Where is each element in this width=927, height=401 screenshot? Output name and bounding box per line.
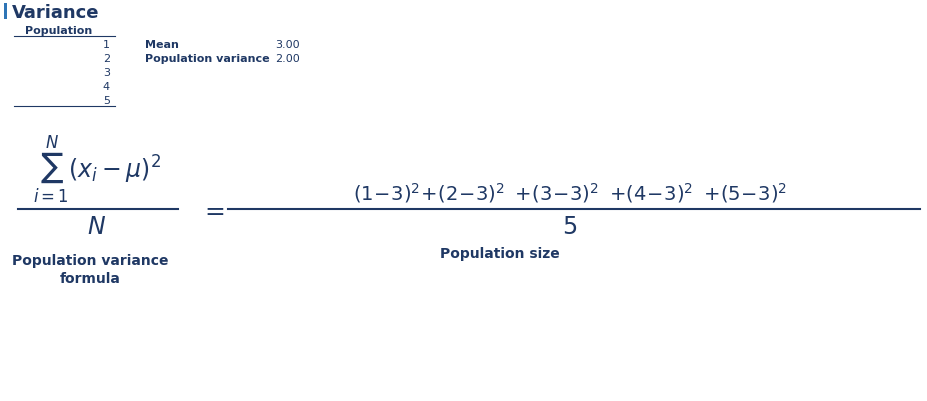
Text: 3: 3 [103, 68, 110, 78]
FancyBboxPatch shape [4, 4, 7, 20]
Text: Population variance: Population variance [145, 54, 270, 64]
Text: Population variance
formula: Population variance formula [12, 253, 168, 286]
Text: Population size: Population size [440, 246, 560, 260]
Text: $(1\!-\!3)^2\!+\!(2\!-\!3)^2\ +\!(3\!-\!3)^2\ +\!(4\!-\!3)^2\ +\!(5\!-\!3)^2$: $(1\!-\!3)^2\!+\!(2\!-\!3)^2\ +\!(3\!-\!… [353, 180, 787, 205]
Text: $\sum_{i=1}^{N}(x_i-\mu)^2$: $\sum_{i=1}^{N}(x_i-\mu)^2$ [32, 133, 161, 205]
Text: 2.00: 2.00 [275, 54, 299, 64]
Text: $N$: $N$ [87, 215, 107, 239]
Text: Population: Population [25, 26, 93, 36]
Text: $5$: $5$ [563, 215, 578, 239]
Text: 2: 2 [103, 54, 110, 64]
Text: 4: 4 [103, 82, 110, 92]
Text: 1: 1 [103, 40, 110, 50]
Text: 3.00: 3.00 [275, 40, 299, 50]
Text: 5: 5 [103, 96, 110, 106]
Text: $=$: $=$ [200, 198, 225, 221]
Text: Variance: Variance [12, 4, 99, 22]
Text: Mean: Mean [145, 40, 179, 50]
